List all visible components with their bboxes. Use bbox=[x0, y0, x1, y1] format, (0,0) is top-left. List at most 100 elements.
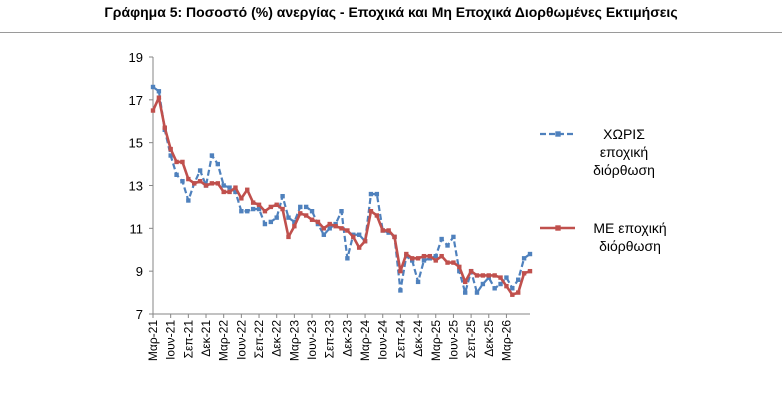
data-point bbox=[451, 260, 456, 265]
x-tick-label: Σεπ-22 bbox=[252, 320, 266, 359]
x-tick-label: Δεκ-21 bbox=[199, 320, 213, 357]
data-point bbox=[468, 268, 474, 274]
data-point bbox=[150, 108, 156, 113]
data-point bbox=[315, 219, 321, 225]
x-tick-label: Μαρ-23 bbox=[287, 320, 301, 361]
data-point bbox=[309, 209, 315, 214]
data-point bbox=[368, 191, 374, 197]
data-point bbox=[510, 292, 515, 297]
data-point bbox=[421, 258, 427, 263]
data-point bbox=[421, 253, 427, 259]
data-point bbox=[474, 290, 480, 295]
legend-swatch-marker bbox=[555, 225, 561, 231]
data-point bbox=[227, 185, 232, 190]
data-point bbox=[492, 286, 497, 291]
y-tick-label: 15 bbox=[129, 136, 143, 151]
y-tick-label: 13 bbox=[129, 179, 143, 194]
data-point bbox=[280, 206, 285, 212]
x-tick-label: Ιουν-22 bbox=[234, 320, 248, 360]
x-tick-label: Δεκ-23 bbox=[340, 320, 354, 357]
data-point bbox=[498, 275, 503, 280]
series-line bbox=[151, 96, 531, 297]
data-point bbox=[286, 215, 291, 220]
data-point bbox=[262, 221, 268, 227]
data-point bbox=[186, 176, 191, 182]
x-tick-label: Δεκ-22 bbox=[270, 320, 284, 357]
x-tick-label: Ιουν-25 bbox=[446, 320, 460, 360]
data-point bbox=[180, 179, 185, 184]
series-2 bbox=[150, 95, 533, 297]
data-point bbox=[321, 232, 327, 237]
data-point bbox=[256, 206, 262, 212]
data-point bbox=[221, 183, 226, 188]
y-tick-label: 19 bbox=[129, 50, 143, 65]
data-point bbox=[292, 219, 297, 225]
data-point bbox=[333, 223, 338, 229]
data-point bbox=[392, 234, 397, 240]
data-point bbox=[356, 245, 362, 250]
data-point bbox=[433, 258, 438, 263]
data-point bbox=[298, 211, 303, 216]
data-point bbox=[386, 228, 391, 233]
x-tick-label: Μαρ-24 bbox=[358, 320, 372, 361]
data-point bbox=[521, 256, 527, 261]
data-point bbox=[256, 202, 262, 207]
data-point bbox=[239, 196, 244, 201]
data-point bbox=[186, 198, 191, 203]
series-1 bbox=[150, 84, 533, 295]
data-point bbox=[209, 181, 215, 186]
data-point bbox=[227, 189, 232, 195]
data-point bbox=[327, 226, 332, 231]
data-point bbox=[480, 273, 486, 278]
x-tick-label: Μαρ-25 bbox=[429, 320, 443, 361]
data-point bbox=[268, 204, 274, 210]
data-point bbox=[321, 226, 327, 231]
data-point bbox=[498, 281, 503, 287]
data-point bbox=[374, 191, 380, 197]
data-point bbox=[409, 256, 415, 261]
data-point bbox=[339, 226, 344, 231]
data-point bbox=[362, 238, 368, 244]
data-point bbox=[174, 159, 179, 165]
data-point bbox=[463, 279, 468, 285]
x-tick-label: Μαρ-22 bbox=[217, 320, 231, 361]
data-point bbox=[309, 217, 315, 222]
legend-swatch-marker bbox=[555, 131, 561, 137]
data-point bbox=[197, 168, 203, 173]
data-point bbox=[215, 181, 220, 186]
data-point bbox=[221, 189, 226, 195]
x-tick-label: Σεπ-25 bbox=[464, 320, 478, 359]
chart-series bbox=[150, 84, 533, 297]
data-point bbox=[504, 275, 509, 280]
chart-axes: 7 9 11 13 15 17 19 Μαρ-21 Ιουν-21 Σεπ-21 Δεκ-21 Μαρ… bbox=[129, 50, 530, 361]
data-point bbox=[345, 228, 350, 233]
data-point bbox=[398, 268, 403, 274]
data-point bbox=[486, 273, 491, 278]
data-point bbox=[327, 221, 332, 227]
data-point bbox=[280, 194, 285, 199]
data-point bbox=[192, 181, 197, 186]
legend-entry: ΧΩΡΙΣ εποχική διόρθωση bbox=[540, 126, 655, 178]
data-point bbox=[404, 251, 409, 257]
data-point bbox=[168, 146, 173, 152]
data-point bbox=[268, 219, 274, 225]
x-tick-label: Δεκ-24 bbox=[411, 320, 425, 357]
data-point bbox=[250, 206, 256, 212]
y-tick-label: 17 bbox=[129, 93, 143, 108]
data-point bbox=[303, 204, 309, 210]
data-point bbox=[274, 215, 279, 220]
data-point bbox=[380, 228, 385, 233]
x-tick-label: Μαρ-26 bbox=[499, 320, 513, 361]
legend-label: ΜΕ εποχική bbox=[593, 220, 666, 236]
series-line bbox=[152, 86, 531, 294]
data-point bbox=[203, 183, 209, 188]
data-point bbox=[427, 253, 433, 259]
chart-title: Γράφημα 5: Ποσοστό (%) ανεργίας - Εποχικ… bbox=[104, 4, 678, 20]
data-point bbox=[457, 264, 462, 270]
data-point bbox=[162, 125, 167, 130]
x-tick-label: Ιουν-23 bbox=[305, 320, 319, 360]
data-point bbox=[345, 256, 350, 261]
data-point bbox=[156, 95, 162, 100]
data-point bbox=[292, 223, 297, 229]
